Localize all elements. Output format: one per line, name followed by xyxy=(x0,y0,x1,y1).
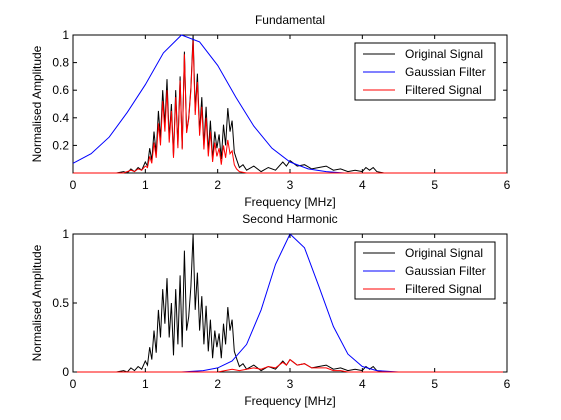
x-tick-label: 4 xyxy=(359,377,366,391)
y-tick-label: 0.2 xyxy=(52,138,69,152)
y-axis-label: Normalised Amplitude xyxy=(30,45,44,162)
x-tick-label: 5 xyxy=(431,178,438,192)
legend: Original Signal Gaussian Filter Filtered S… xyxy=(354,42,496,101)
series-line-3 xyxy=(73,40,507,174)
x-axis-label: Frequency [MHz] xyxy=(244,195,335,209)
x-tick-label: 6 xyxy=(504,377,511,391)
x-tick-label: 6 xyxy=(504,178,511,192)
plot-title: Second Harmonic xyxy=(242,212,337,226)
legend-label-2: Gaussian Filter xyxy=(405,65,486,79)
legend-label-3: Filtered Signal xyxy=(405,83,482,97)
x-tick-label: 0 xyxy=(70,377,77,391)
x-tick-label: 2 xyxy=(214,178,221,192)
y-axis-label: Normalised Amplitude xyxy=(30,244,44,361)
x-tick-label: 0 xyxy=(70,178,77,192)
x-tick-label: 5 xyxy=(431,377,438,391)
x-tick-label: 1 xyxy=(142,377,149,391)
x-tick-label: 4 xyxy=(359,178,366,192)
y-tick-label: 0.8 xyxy=(52,56,69,70)
legend: Original Signal Gaussian Filter Filtered S… xyxy=(354,241,496,300)
x-axis-label: Frequency [MHz] xyxy=(244,394,335,408)
legend-label-3: Filtered Signal xyxy=(405,282,482,296)
x-tick-label: 1 xyxy=(142,178,149,192)
y-tick-label: 0 xyxy=(62,365,69,379)
legend-label-1: Original Signal xyxy=(405,246,483,260)
fundamental-panel: 0 1 2 3 4 5 6 0.2 0.4 0.6 0.8 1 Fundamental Frequency… xyxy=(30,13,511,209)
y-tick-label: 0.6 xyxy=(52,83,69,97)
legend-label-2: Gaussian Filter xyxy=(405,264,486,278)
x-tick-label: 3 xyxy=(287,178,294,192)
x-tick-label: 3 xyxy=(287,377,294,391)
second-harmonic-panel: 0 1 2 3 4 5 6 0 0.5 1 Second Harmonic Frequency [MH… xyxy=(30,212,511,408)
plot-title: Fundamental xyxy=(255,13,325,27)
y-tick-label: 0.5 xyxy=(52,296,69,310)
legend-label-1: Original Signal xyxy=(405,47,483,61)
y-tick-label: 0.4 xyxy=(52,111,69,125)
y-tick-label: 1 xyxy=(62,227,69,241)
y-tick-label: 1 xyxy=(62,28,69,42)
series-line-3 xyxy=(73,358,507,373)
x-tick-label: 2 xyxy=(214,377,221,391)
